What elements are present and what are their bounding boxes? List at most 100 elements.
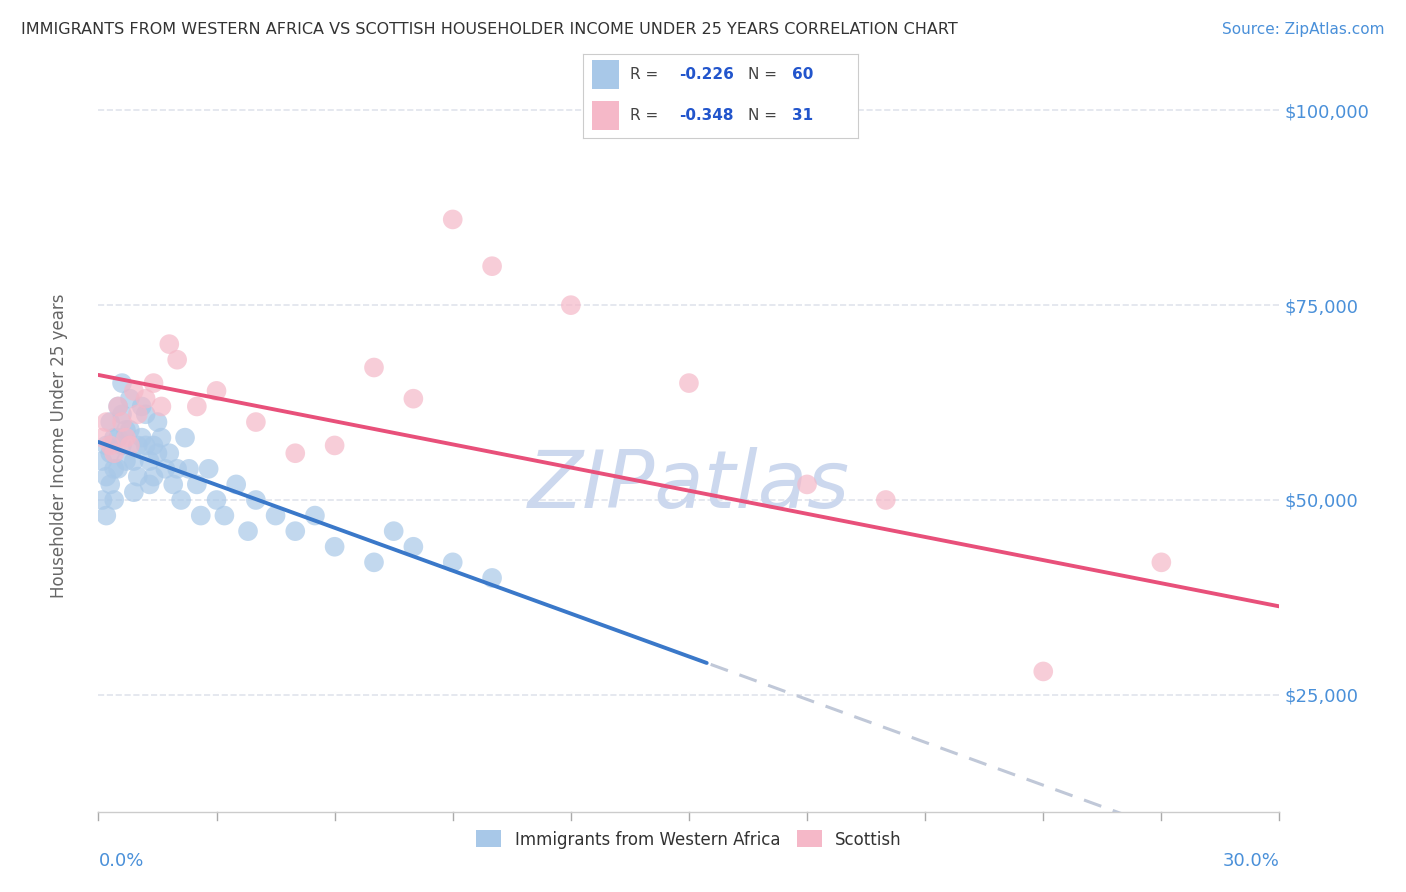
- Point: [98, 477, 121, 491]
- Point: [363, 555, 385, 569]
- Point: [214, 508, 236, 523]
- Point: [96, 415, 118, 429]
- Point: [135, 438, 157, 452]
- Point: [363, 360, 385, 375]
- Text: ZIPatlas: ZIPatlas: [527, 447, 851, 525]
- Point: [115, 423, 138, 437]
- Point: [441, 555, 464, 569]
- Point: [135, 392, 157, 406]
- Point: [481, 259, 503, 273]
- Point: [91, 493, 114, 508]
- Point: [186, 477, 208, 491]
- Point: [162, 477, 184, 491]
- Point: [127, 469, 149, 483]
- Point: [146, 446, 169, 460]
- Text: 30.0%: 30.0%: [1223, 853, 1279, 871]
- Point: [107, 400, 129, 414]
- Point: [382, 524, 405, 538]
- Point: [118, 423, 141, 437]
- Point: [122, 384, 145, 398]
- Point: [98, 415, 121, 429]
- Point: [796, 477, 818, 491]
- Point: [875, 493, 897, 508]
- Text: -0.226: -0.226: [679, 67, 734, 82]
- Point: [107, 400, 129, 414]
- Text: 31: 31: [792, 108, 813, 123]
- Point: [103, 493, 125, 508]
- Point: [284, 524, 307, 538]
- Point: [91, 454, 114, 468]
- Point: [402, 392, 425, 406]
- Point: [225, 477, 247, 491]
- Text: N =: N =: [748, 67, 782, 82]
- Point: [441, 212, 464, 227]
- Point: [138, 477, 160, 491]
- Point: [142, 469, 165, 483]
- Point: [115, 431, 138, 445]
- Point: [177, 462, 200, 476]
- Point: [166, 462, 188, 476]
- Point: [1032, 665, 1054, 679]
- Text: R =: R =: [630, 108, 664, 123]
- Point: [96, 508, 118, 523]
- Point: [122, 454, 145, 468]
- Point: [304, 508, 326, 523]
- Point: [127, 438, 149, 452]
- Point: [135, 407, 157, 421]
- Point: [157, 446, 180, 460]
- Point: [174, 431, 197, 445]
- Point: [157, 337, 180, 351]
- Point: [481, 571, 503, 585]
- Point: [131, 431, 153, 445]
- Point: [118, 438, 141, 452]
- Point: [142, 376, 165, 390]
- Point: [96, 469, 118, 483]
- Point: [323, 540, 346, 554]
- Point: [205, 384, 228, 398]
- Point: [245, 415, 267, 429]
- Text: 60: 60: [792, 67, 813, 82]
- Point: [96, 438, 118, 452]
- Point: [155, 462, 177, 476]
- Text: N =: N =: [748, 108, 782, 123]
- Point: [205, 493, 228, 508]
- Point: [107, 431, 129, 445]
- Point: [98, 446, 121, 460]
- Point: [190, 508, 212, 523]
- Point: [91, 431, 114, 445]
- Point: [264, 508, 287, 523]
- Point: [166, 352, 188, 367]
- Point: [150, 400, 173, 414]
- Point: [150, 431, 173, 445]
- Text: Householder Income Under 25 years: Householder Income Under 25 years: [51, 293, 67, 599]
- Point: [142, 438, 165, 452]
- Point: [111, 376, 134, 390]
- Legend: Immigrants from Western Africa, Scottish: Immigrants from Western Africa, Scottish: [470, 823, 908, 855]
- Point: [127, 407, 149, 421]
- Point: [115, 454, 138, 468]
- Text: Source: ZipAtlas.com: Source: ZipAtlas.com: [1222, 22, 1385, 37]
- Bar: [592, 101, 619, 130]
- Point: [111, 407, 134, 421]
- Point: [122, 485, 145, 500]
- Point: [146, 415, 169, 429]
- Point: [323, 438, 346, 452]
- Point: [170, 493, 193, 508]
- Point: [103, 446, 125, 460]
- Point: [186, 400, 208, 414]
- Text: -0.348: -0.348: [679, 108, 734, 123]
- Point: [402, 540, 425, 554]
- Text: R =: R =: [630, 67, 664, 82]
- Point: [245, 493, 267, 508]
- Point: [111, 415, 134, 429]
- Text: IMMIGRANTS FROM WESTERN AFRICA VS SCOTTISH HOUSEHOLDER INCOME UNDER 25 YEARS COR: IMMIGRANTS FROM WESTERN AFRICA VS SCOTTI…: [21, 22, 957, 37]
- Point: [236, 524, 259, 538]
- Point: [138, 454, 160, 468]
- Point: [103, 462, 125, 476]
- Point: [197, 462, 219, 476]
- Point: [131, 400, 153, 414]
- Point: [98, 438, 121, 452]
- Point: [1150, 555, 1173, 569]
- Point: [678, 376, 700, 390]
- Point: [560, 298, 582, 312]
